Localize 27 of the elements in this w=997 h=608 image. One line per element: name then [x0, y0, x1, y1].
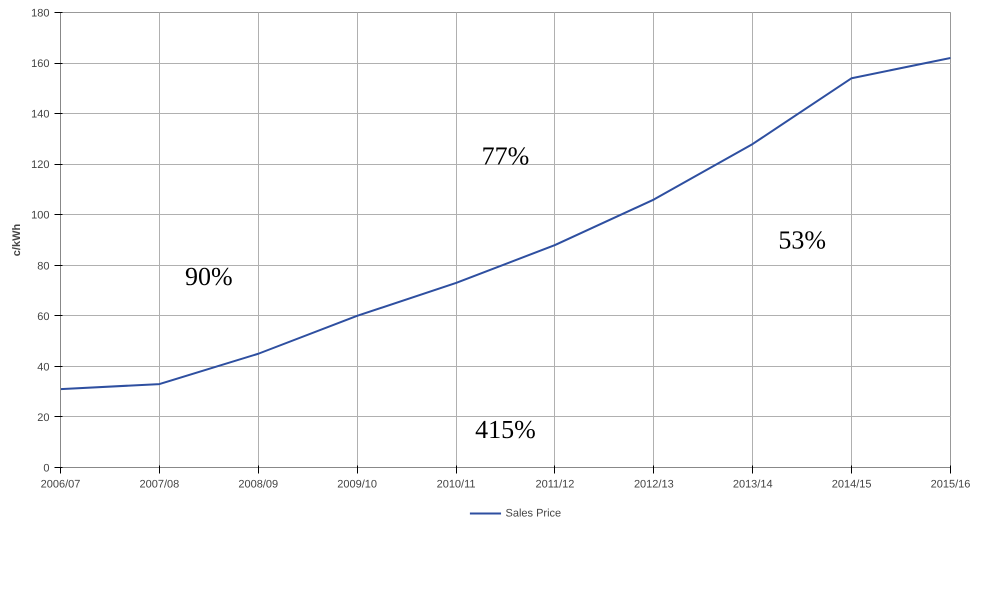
x-tick-label: 2012/13 [634, 478, 674, 490]
x-tick-label: 2007/08 [140, 478, 180, 490]
annotation: 415% [475, 415, 536, 444]
y-axis-title: c/kWh [11, 224, 24, 256]
y-tick-label: 20 [37, 412, 50, 424]
y-tick-label: 120 [31, 159, 50, 172]
line-series [60, 57, 950, 390]
x-tick-label: 2014/15 [832, 478, 872, 490]
x-tick-label: 2006/07 [40, 478, 80, 490]
y-tick-label: 180 [31, 8, 50, 20]
annotation: 90% [185, 262, 233, 291]
annotation: 53% [778, 226, 826, 254]
x-tick-label: 2009/10 [337, 478, 378, 490]
y-tick-label: 0 [43, 462, 50, 474]
y-tick-label: 100 [31, 210, 50, 222]
y-tick-label: 140 [31, 108, 50, 121]
x-tick-label: 2008/09 [238, 478, 278, 490]
y-tick-label: 160 [31, 58, 50, 70]
y-tick-label: 40 [37, 361, 50, 374]
y-tick-label: 80 [37, 260, 50, 272]
x-tick-label: 2015/16 [930, 478, 970, 490]
annotation: 77% [482, 141, 530, 170]
legend-label: Sales Price [506, 508, 562, 520]
x-tick-label: 2011/12 [535, 478, 574, 490]
x-tick-label: 2013/14 [732, 478, 773, 490]
x-tick-label: 2010/11 [436, 478, 476, 490]
y-tick-label: 60 [37, 310, 50, 323]
